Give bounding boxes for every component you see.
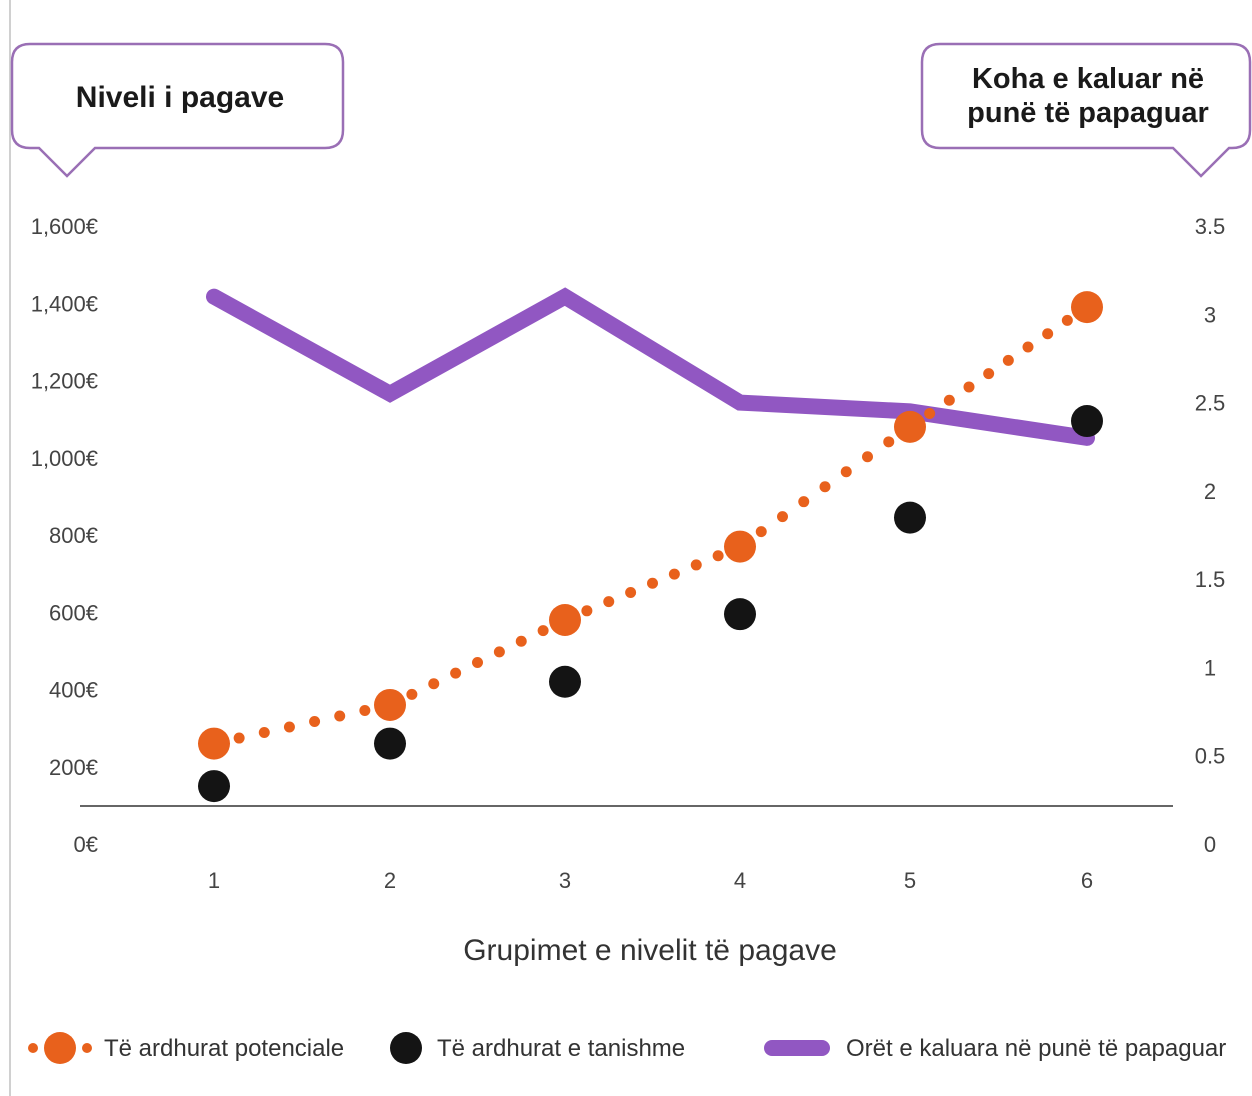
- series-potential-connector-dot: [883, 436, 895, 448]
- series-potential-connector-dot: [690, 559, 702, 571]
- legend-potential-dot-left: [28, 1043, 38, 1053]
- series-potential-connector-dot: [647, 577, 658, 589]
- left-axis-ticks: 0€ 200€ 400€ 600€ 800€ 1,000€ 1,200€ 1,400€ 1,60…: [31, 214, 98, 857]
- series-current-point: [198, 770, 230, 803]
- series-potential-connector-dot: [603, 596, 615, 608]
- series-potential-connector-dot: [515, 635, 527, 647]
- series-potential-point: [198, 727, 230, 760]
- series-potential-connector-dot: [712, 550, 724, 562]
- left-tick-label: 200€: [49, 755, 98, 780]
- x-tick-label: 1: [208, 868, 220, 893]
- x-tick-label: 6: [1081, 868, 1093, 893]
- series-potential-connector-dot: [472, 656, 483, 668]
- series-potential-connector-dot: [428, 678, 440, 690]
- series-potential-connector-dot: [755, 526, 767, 538]
- right-tick-label: 2: [1204, 479, 1216, 504]
- right-tick-label: 2.5: [1195, 391, 1226, 416]
- legend-current-marker: [390, 1032, 422, 1064]
- right-axis-ticks: 0 0.5 1 1.5 2 2.5 3 3.5: [1195, 214, 1226, 857]
- series-potential-point: [549, 603, 581, 636]
- series-potential-point: [374, 688, 406, 721]
- right-axis-title-bubble: Koha e kaluar në punë të papaguar: [920, 42, 1252, 178]
- left-tick-label: 0€: [74, 832, 98, 857]
- series-potential-connector-dot: [359, 704, 371, 716]
- legend: Të ardhurat potenciale Të ardhurat e tan…: [28, 1032, 1226, 1064]
- series-potential-connector-dot: [450, 667, 462, 679]
- left-axis-title-bubble: Niveli i pagave: [10, 42, 345, 178]
- legend-item-current: Të ardhurat e tanishme: [390, 1032, 685, 1064]
- series-potential-connector-dot: [862, 451, 873, 463]
- series-current-point: [374, 727, 406, 760]
- series-potential-connector-dot: [581, 605, 593, 617]
- series-potential-connector-dot: [537, 625, 549, 637]
- series-potential-connector-dot: [983, 368, 995, 380]
- series-potential-connector-dot: [1022, 341, 1034, 353]
- x-tick-label: 5: [904, 868, 916, 893]
- series-unpaid-hours-line: [206, 287, 1095, 446]
- right-tick-label: 1: [1204, 655, 1216, 680]
- series-potential-connector-dot: [493, 646, 505, 658]
- series-potential-connector-dot: [1061, 314, 1073, 326]
- right-axis-title-line-2: punë të papaguar: [967, 97, 1209, 129]
- x-tick-label: 2: [384, 868, 396, 893]
- series-potential-connector-dot: [258, 727, 270, 739]
- series-potential-connector-dot: [1042, 328, 1054, 340]
- left-tick-label: 1,400€: [31, 291, 98, 316]
- series-potential-point: [724, 530, 756, 563]
- left-tick-label: 400€: [49, 678, 98, 703]
- right-tick-label: 3.5: [1195, 214, 1226, 239]
- x-axis-ticks: 1 2 3 4 5 6: [208, 868, 1093, 893]
- series-potential-connector-dot: [309, 716, 321, 728]
- series-potential-connector-dot: [233, 732, 245, 744]
- right-tick-label: 0.5: [1195, 744, 1226, 769]
- series-potential-connector-dot: [777, 511, 788, 523]
- series-potential-connector-dot: [1002, 354, 1014, 366]
- series-potential-connector-dot: [819, 481, 831, 493]
- right-tick-label: 0: [1204, 832, 1216, 857]
- series-potential-connector-dot: [798, 496, 810, 508]
- legend-potential-label: Të ardhurat potenciale: [104, 1035, 344, 1062]
- left-tick-label: 1,200€: [31, 369, 98, 394]
- x-axis-label: Grupimet e nivelit të pagave: [463, 934, 837, 967]
- series-current-point: [1071, 405, 1103, 438]
- legend-item-potential: Të ardhurat potenciale: [28, 1032, 344, 1064]
- series-potential-connector-dot: [283, 721, 295, 733]
- series-potential-connector-dot: [625, 586, 637, 598]
- right-tick-label: 1.5: [1195, 567, 1226, 592]
- series-potential-connector-dot: [334, 710, 346, 722]
- series-potential-connector-dot: [924, 408, 936, 420]
- series-potential-point: [894, 410, 926, 443]
- right-tick-label: 3: [1204, 302, 1216, 327]
- legend-item-unpaid-hours: Orët e kaluara në punë të papaguar: [764, 1035, 1226, 1062]
- legend-current-label: Të ardhurat e tanishme: [437, 1035, 685, 1062]
- series-current-point: [894, 501, 926, 534]
- left-tick-label: 600€: [49, 600, 98, 625]
- left-tick-label: 1,000€: [31, 446, 98, 471]
- x-tick-label: 4: [734, 868, 746, 893]
- series-potential-connector-dot: [943, 394, 955, 406]
- series-current-point: [724, 598, 756, 631]
- series-potential-point: [1071, 291, 1103, 324]
- series-potential-connector-dot: [840, 466, 852, 478]
- x-tick-label: 3: [559, 868, 571, 893]
- series-potential-connector-dot: [668, 568, 680, 580]
- series-potential-connector-dot: [406, 688, 418, 700]
- left-tick-label: 1,600€: [31, 214, 98, 239]
- legend-potential-marker: [44, 1032, 76, 1064]
- series-potential-connector-dot: [963, 381, 975, 393]
- series-layer: [198, 287, 1103, 803]
- series-current-point: [549, 665, 581, 698]
- legend-unpaid-label: Orët e kaluara në punë të papaguar: [846, 1035, 1226, 1062]
- left-tick-label: 800€: [49, 523, 98, 548]
- left-axis-title: Niveli i pagave: [76, 81, 284, 114]
- right-axis-title-line-1: Koha e kaluar në: [972, 63, 1204, 95]
- legend-potential-dot-right: [82, 1043, 92, 1053]
